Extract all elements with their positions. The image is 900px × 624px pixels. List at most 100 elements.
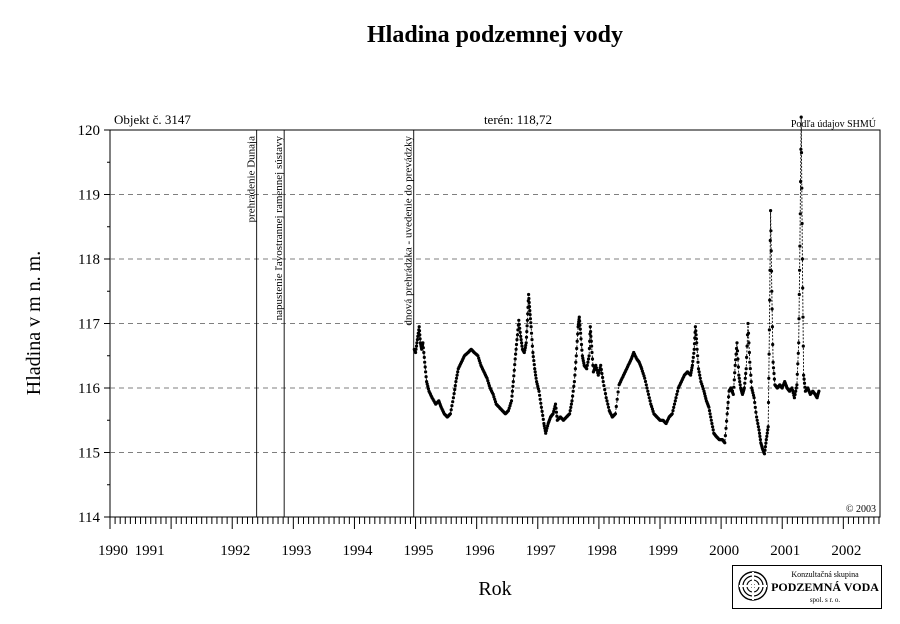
data-point [725,419,729,423]
data-point [454,380,458,384]
data-point [768,298,772,302]
data-point [514,342,519,347]
data-point [672,405,676,409]
data-point [485,376,489,380]
data-point [571,389,575,393]
data-point [749,380,753,384]
x-tick-label: 1998 [587,543,617,559]
data-point [641,371,645,376]
data-point [646,392,651,396]
event-label: dnová prehrádzka - uvedenie do prevádzky [403,136,415,326]
data-point [532,363,536,367]
data-point [425,382,429,386]
object-label: Objekt č. 3147 [114,112,191,127]
data-point [424,375,428,379]
data-point [606,405,611,409]
data-point [551,412,555,416]
data-point [452,392,456,396]
x-axis: 1990 1991 1992 1993 1994 1995 1996 1997 1998 1999… [98,517,880,559]
data-point [591,363,595,367]
data-point [737,376,741,380]
data-point [577,315,581,319]
data-point [737,373,741,377]
data-point [769,249,773,253]
data-point [795,383,799,387]
data-point [736,357,740,361]
data-point [544,431,548,435]
data-point [513,357,517,361]
logo-line-2: PODZEMNÁ VODA [771,580,879,594]
data-point [771,366,776,370]
data-point [510,389,514,393]
data-point [414,350,418,355]
company-logo: Konzultačná skupina PODZEMNÁ VODA spol. … [732,565,882,609]
data-point [735,341,739,345]
y-tick-label: 120 [78,123,101,139]
data-point [589,339,593,343]
data-point [694,333,698,337]
data-point [585,363,589,367]
data-point [603,388,607,392]
data-point [601,375,605,380]
data-point [701,387,705,391]
data-point [698,373,702,377]
data-point [509,401,513,405]
data-point [801,344,805,348]
data-point [477,356,481,360]
data-point [580,348,584,352]
data-point [605,399,609,403]
y-tick-label: 119 [78,188,100,204]
data-point [797,317,801,321]
x-tick-label: 1997 [526,543,557,559]
data-point [800,186,804,190]
data-point [743,376,747,380]
data-point [508,404,512,408]
data-point [744,371,748,376]
data-point [518,330,522,334]
data-point [642,374,646,378]
data-point [817,389,821,393]
data-point [536,384,540,388]
data-point [798,244,802,248]
data-point [753,405,757,409]
data-point [796,351,800,355]
data-point [696,367,701,371]
data-point [527,305,532,309]
data-point [767,328,772,332]
data-point [602,384,606,388]
data-point [762,452,767,456]
data-point [797,341,801,345]
data-point [697,370,701,374]
data-point [555,414,559,418]
data-point [571,394,575,398]
data-point [579,331,583,335]
data-point [546,424,550,428]
data-point [767,376,771,380]
x-tick-label: 1991 [135,543,165,559]
data-point [582,361,586,365]
data-point [770,307,774,311]
data-point [755,418,759,422]
data-point [725,412,729,416]
data-point [723,434,728,438]
data-point [724,426,728,430]
data-point [794,389,798,393]
data-point [493,397,497,401]
data-point [523,348,527,352]
data-point [753,400,757,405]
data-point [690,366,694,370]
data-point [524,341,528,345]
data-point [535,382,539,386]
y-tick-label: 117 [78,317,100,333]
data-point [539,401,543,405]
data-point [689,368,694,372]
data-point [768,238,772,243]
data-point [529,331,534,335]
data-point [692,347,696,351]
data-point [537,389,541,393]
data-point [748,360,752,364]
data-point [745,344,749,348]
data-point [771,342,775,347]
data-point [579,337,583,341]
data-point [417,329,422,333]
